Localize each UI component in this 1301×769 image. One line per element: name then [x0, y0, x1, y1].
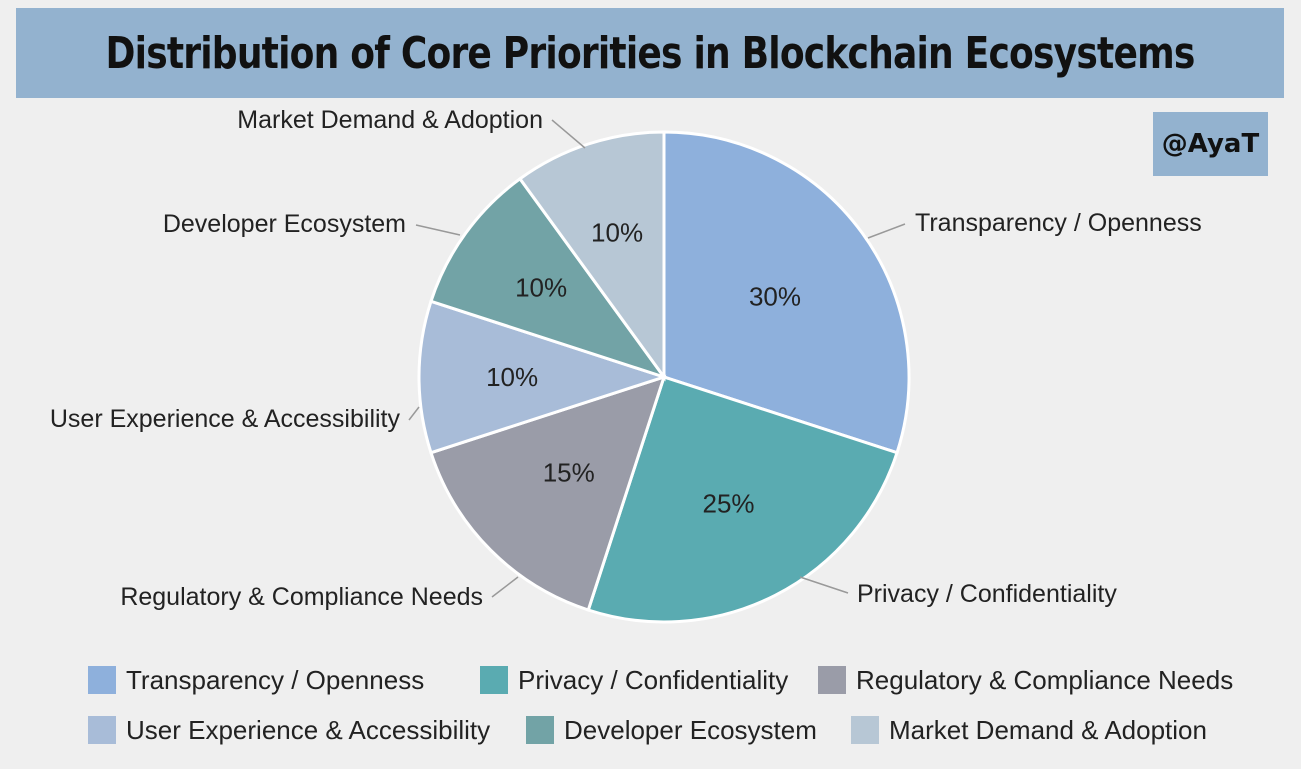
leader-line [799, 576, 849, 594]
pie-slice [517, 130, 666, 382]
slice-value-label: 25% [702, 489, 754, 519]
watermark-badge: @AyaT [1153, 112, 1268, 176]
slice-value-label: 15% [543, 457, 595, 487]
title-bar: Distribution of Core Priorities in Block… [16, 8, 1284, 98]
slice-value-label: 10% [591, 218, 643, 248]
page-title: Distribution of Core Priorities in Block… [105, 27, 1195, 79]
legend-item: Market Demand & Adoption [851, 710, 1207, 750]
slice-value-label: 30% [749, 281, 801, 311]
legend-label: Privacy / Confidentiality [518, 664, 789, 695]
legend: Transparency / Openness Privacy / Confide… [88, 660, 1278, 755]
legend-label: Regulatory & Compliance Needs [856, 664, 1234, 695]
leader-line [408, 406, 420, 421]
slice-category-label: Market Demand & Adoption [237, 106, 543, 134]
pie-slice [662, 130, 911, 455]
slice-category-label: Privacy / Confidentiality [857, 580, 1117, 608]
legend-label: User Experience & Accessibility [126, 714, 491, 745]
legend-label: Developer Ecosystem [564, 714, 817, 745]
legend-swatch [88, 666, 116, 694]
legend-swatch [526, 716, 554, 744]
slice-category-label: User Experience & Accessibility [50, 405, 401, 433]
legend-item: Regulatory & Compliance Needs [818, 660, 1233, 700]
slice-category-label: Transparency / Openness [915, 209, 1202, 237]
slice-value-label: 10% [515, 273, 567, 303]
legend-item: Transparency / Openness [88, 660, 424, 700]
legend-item: Privacy / Confidentiality [480, 660, 788, 700]
leader-line [415, 224, 461, 236]
slice-category-label: Developer Ecosystem [163, 210, 406, 238]
pie-slice [429, 176, 668, 380]
legend-label: Market Demand & Adoption [889, 714, 1207, 745]
leader-line [867, 223, 906, 239]
legend-swatch [480, 666, 508, 694]
legend-item: User Experience & Accessibility [88, 710, 490, 750]
legend-swatch [851, 716, 879, 744]
slice-category-label: Regulatory & Compliance Needs [120, 583, 483, 611]
leader-line [551, 119, 586, 149]
leader-line [491, 576, 519, 598]
legend-swatch [818, 666, 846, 694]
legend-swatch [88, 716, 116, 744]
slice-value-label: 10% [486, 362, 538, 392]
pie-slice [417, 299, 669, 455]
legend-label: Transparency / Openness [126, 664, 425, 695]
pie-slice [586, 375, 899, 624]
legend-item: Developer Ecosystem [526, 710, 817, 750]
